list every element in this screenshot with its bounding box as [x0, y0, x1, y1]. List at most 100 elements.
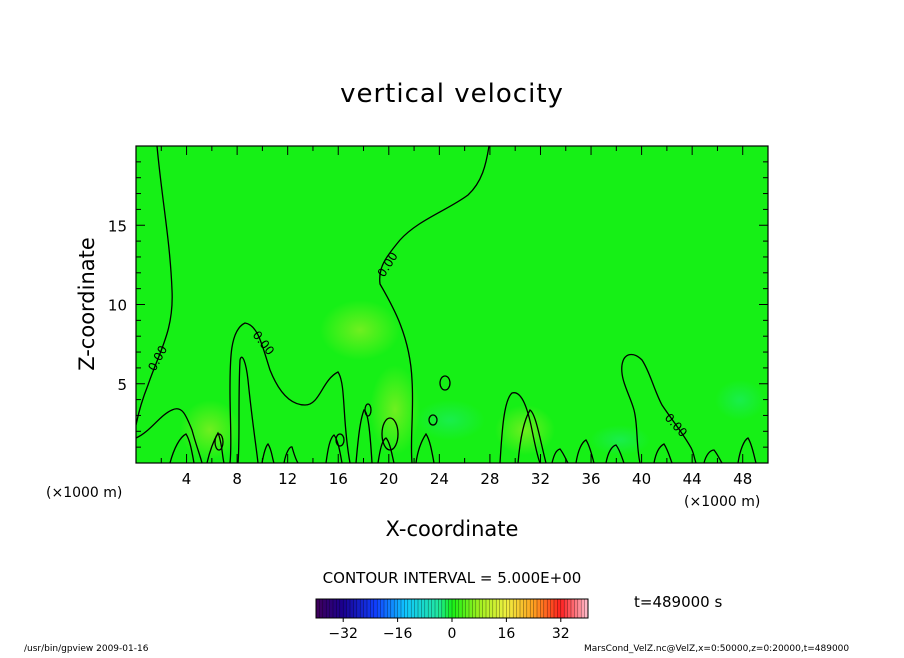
colorbar-swatch: [441, 599, 446, 618]
colorbar-swatch: [489, 599, 494, 618]
colorbar-swatch: [333, 599, 337, 618]
colorbar-swatch: [452, 599, 456, 618]
colorbar-swatch: [523, 599, 528, 618]
colorbar-swatch: [336, 599, 341, 618]
colorbar-swatch: [567, 599, 572, 618]
colorbar-swatch: [448, 599, 453, 618]
colorbar-swatch: [326, 599, 330, 618]
colorbar-swatch: [550, 599, 555, 618]
colorbar-swatch: [407, 599, 412, 618]
colorbar-swatch: [346, 599, 351, 618]
colorbar-swatch: [339, 599, 344, 618]
colorbar-swatch: [540, 599, 545, 618]
colorbar-swatch: [387, 599, 392, 618]
colorbar-swatch: [492, 599, 497, 618]
colorbar-swatch: [520, 599, 524, 618]
colorbar-swatch: [350, 599, 354, 618]
colorbar-ticks: −32 −16 0 16 32: [328, 618, 570, 642]
colorbar-swatch: [380, 599, 385, 618]
colorbar-swatch: [319, 599, 324, 618]
x-tick-label: 48: [733, 470, 752, 488]
colorbar-swatch: [363, 599, 368, 618]
colorbar-swatch: [394, 599, 398, 618]
x-ticks: 4 8 12 16 20 24 28 32 36 40 44 48: [160, 146, 752, 488]
colorbar-swatch: [411, 599, 415, 618]
colorbar-swatch: [421, 599, 426, 618]
colorbar-swatch: [424, 599, 429, 618]
colorbar-swatch: [397, 599, 402, 618]
chart-title: vertical velocity: [340, 79, 564, 109]
colorbar-swatch: [537, 599, 541, 618]
colorbar-swatch: [557, 599, 562, 618]
x-tick-label: 24: [430, 470, 449, 488]
time-label: t=489000 s: [634, 593, 722, 611]
colorbar-swatch: [486, 599, 490, 618]
colorbar-swatch: [455, 599, 460, 618]
colorbar-tick-label: 0: [448, 626, 457, 642]
colorbar-swatch: [533, 599, 538, 618]
colorbar-swatch: [472, 599, 477, 618]
colorbar-swatch: [516, 599, 521, 618]
y-tick-label: 10: [108, 297, 127, 315]
colorbar-swatch: [353, 599, 358, 618]
colorbar-swatch: [475, 599, 480, 618]
contour-interval: CONTOUR INTERVAL = 5.000E+00: [323, 569, 582, 587]
colorbar-swatch: [554, 599, 558, 618]
colorbar-swatch: [469, 599, 473, 618]
colorbar-swatch: [458, 599, 463, 618]
colorbar-swatch: [445, 599, 449, 618]
contour-lines: [136, 146, 757, 463]
y-ticks: 5 10 15: [108, 161, 768, 448]
colorbar-swatch: [506, 599, 511, 618]
colorbar-swatch: [513, 599, 517, 618]
footer-left: /usr/bin/gpview 2009-01-16: [24, 644, 149, 654]
y-axis-title: Z-coordinate: [75, 237, 99, 371]
colorbar-swatch: [499, 599, 504, 618]
colorbar-swatch: [509, 599, 514, 618]
y-tick-label: 5: [117, 376, 127, 394]
x-unit-left: (×1000 m): [46, 485, 122, 501]
colorbar-swatch: [496, 599, 500, 618]
colorbar-swatch: [462, 599, 466, 618]
colorbar-swatch: [390, 599, 395, 618]
colorbar-swatch: [482, 599, 487, 618]
colorbar-swatch: [356, 599, 361, 618]
colorbar-swatch: [343, 599, 347, 618]
x-tick-label: 44: [683, 470, 702, 488]
colorbar-swatch: [503, 599, 507, 618]
colorbar-swatch: [322, 599, 327, 618]
colorbar-swatch: [384, 599, 388, 618]
colorbar-swatch: [428, 599, 432, 618]
colorbar-swatch: [401, 599, 405, 618]
colorbar-tick-label: 32: [552, 626, 570, 642]
x-tick-label: 32: [531, 470, 550, 488]
colorbar-swatch: [526, 599, 531, 618]
x-axis-title: X-coordinate: [386, 517, 519, 541]
x-tick-label: 40: [632, 470, 651, 488]
x-tick-label: 16: [329, 470, 348, 488]
x-tick-label: 28: [480, 470, 499, 488]
colorbar-swatch: [329, 599, 334, 618]
colorbar-swatch: [577, 599, 582, 618]
x-unit-right: (×1000 m): [684, 494, 760, 510]
colorbar-swatch: [360, 599, 364, 618]
colorbar: [315, 599, 589, 618]
colorbar-swatch: [414, 599, 419, 618]
colorbar-swatch: [373, 599, 378, 618]
colorbar-tick-label: −32: [328, 626, 358, 642]
colorbar-swatch: [435, 599, 439, 618]
colorbar-tick-label: 16: [497, 626, 515, 642]
colorbar-swatch: [584, 599, 589, 618]
x-tick-label: 8: [232, 470, 242, 488]
colorbar-swatch: [547, 599, 551, 618]
x-tick-label: 4: [182, 470, 192, 488]
colorbar-swatch: [571, 599, 575, 618]
colorbar-swatch: [438, 599, 443, 618]
colorbar-swatch: [581, 599, 585, 618]
colorbar-swatch: [564, 599, 568, 618]
field-shading: [180, 300, 765, 460]
colorbar-tick-label: −16: [383, 626, 413, 642]
colorbar-swatch: [530, 599, 534, 618]
x-tick-label: 20: [379, 470, 398, 488]
